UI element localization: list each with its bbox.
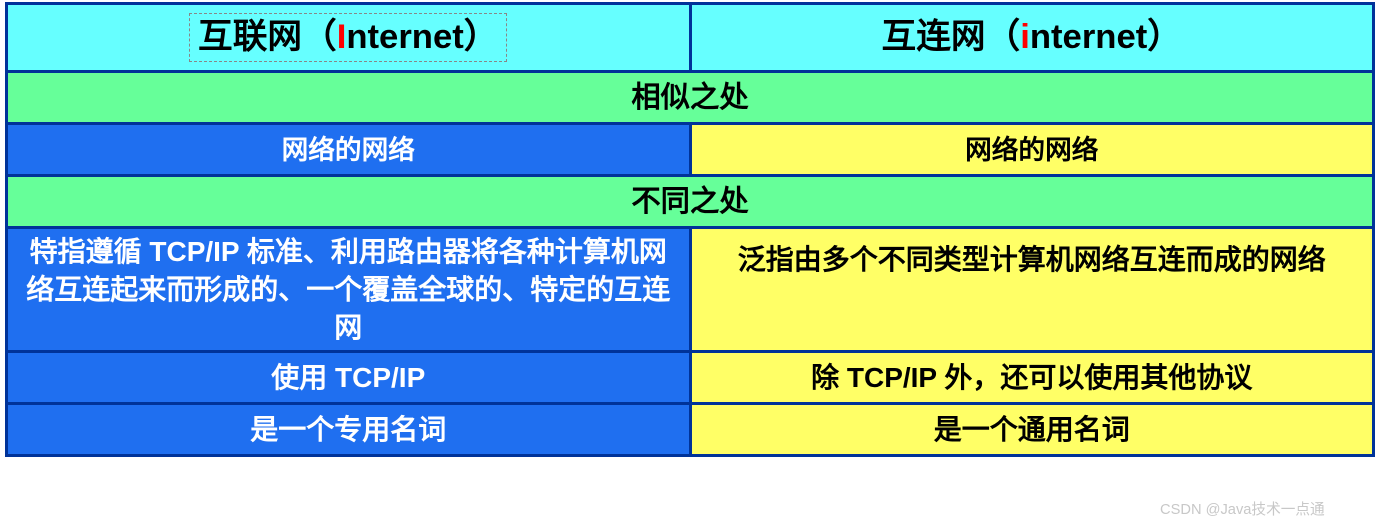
row-diff1-left: 特指遵循 TCP/IP 标准、利用路由器将各种计算机网络互连起来而形成的、一个覆… [7, 228, 691, 352]
row-similar-left: 网络的网络 [7, 124, 691, 176]
section-row-diff: 不同之处 [7, 176, 1374, 228]
header-left-suffix: nternet） [346, 18, 498, 56]
header-left-cell: 互联网（Internet） [7, 4, 691, 72]
header-right-cell: 互连网（internet） [690, 4, 1374, 72]
section-row-similar: 相似之处 [7, 72, 1374, 124]
header-left-prefix: 互联网（ [198, 18, 337, 56]
row-diff3-right: 是一个通用名词 [690, 404, 1374, 456]
row-similar: 网络的网络 网络的网络 [7, 124, 1374, 176]
row-similar-right: 网络的网络 [690, 124, 1374, 176]
header-left-dashed-box: 互联网（Internet） [189, 13, 507, 62]
row-diff3: 是一个专用名词 是一个通用名词 [7, 404, 1374, 456]
row-diff1: 特指遵循 TCP/IP 标准、利用路由器将各种计算机网络互连起来而形成的、一个覆… [7, 228, 1374, 352]
row-diff3-left: 是一个专用名词 [7, 404, 691, 456]
header-right-suffix: nternet） [1030, 18, 1182, 56]
header-row: 互联网（Internet） 互连网（internet） [7, 4, 1374, 72]
watermark: CSDN @Java技术一点通 [1160, 498, 1325, 519]
comparison-table: 互联网（Internet） 互连网（internet） 相似之处 网络的网络 网… [5, 2, 1375, 457]
header-right-prefix: 互连网（ [882, 18, 1021, 56]
header-left-highlight: I [337, 18, 347, 56]
row-diff1-right: 泛指由多个不同类型计算机网络互连而成的网络 [690, 228, 1374, 352]
row-diff2: 使用 TCP/IP 除 TCP/IP 外，还可以使用其他协议 [7, 352, 1374, 404]
row-diff2-left: 使用 TCP/IP [7, 352, 691, 404]
row-diff2-right: 除 TCP/IP 外，还可以使用其他协议 [690, 352, 1374, 404]
section-diff-cell: 不同之处 [7, 176, 1374, 228]
header-right-highlight: i [1020, 18, 1030, 56]
section-similar-cell: 相似之处 [7, 72, 1374, 124]
